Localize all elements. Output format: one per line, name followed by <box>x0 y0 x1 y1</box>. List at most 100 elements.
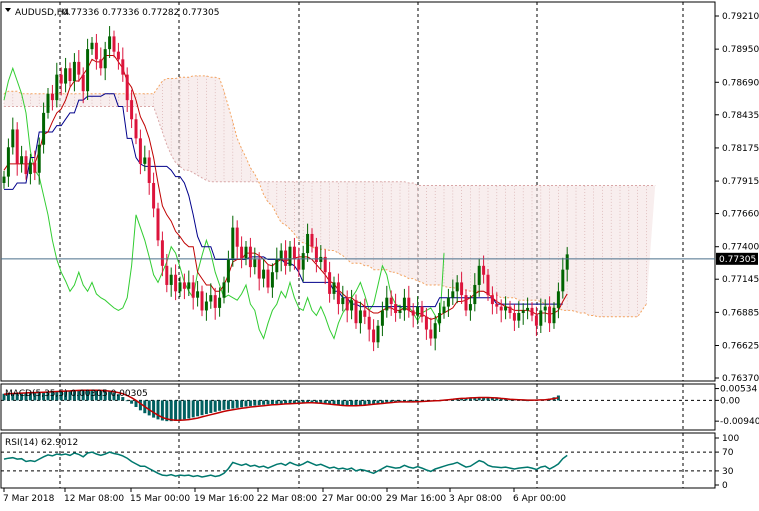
macd-bar <box>134 400 138 407</box>
rsi-line <box>3 451 568 478</box>
macd-bar <box>350 400 354 406</box>
candle-body <box>68 68 72 82</box>
macd-bar <box>416 400 420 402</box>
macd-panel-border <box>0 383 716 431</box>
macd-bar <box>248 400 252 407</box>
candle-body <box>248 246 252 268</box>
macd-bar <box>473 397 477 401</box>
candle-body <box>468 304 472 311</box>
price-panel[interactable]: AUDUSD,H4 0.77336 0.77336 0.77282 0.7730… <box>0 1 716 382</box>
macd-bar <box>213 400 217 412</box>
time-tick-label: 7 Mar 2018 <box>3 494 55 504</box>
candle-body <box>411 310 415 316</box>
rsi-panel[interactable]: RSI(14) 62.9012 <box>0 432 716 489</box>
price-tick-label: 0.78175 <box>722 144 759 154</box>
macd-bar <box>152 400 156 418</box>
macd-bar <box>222 400 226 410</box>
candle-body <box>402 297 406 311</box>
candle-body <box>130 100 134 120</box>
candle-body <box>222 282 226 298</box>
macd-bar <box>486 397 490 401</box>
candle-body <box>314 246 318 263</box>
macd-tick-label: -0.009404 <box>720 417 759 427</box>
candle-body <box>460 282 464 296</box>
macd-bar <box>165 400 169 422</box>
macd-bar <box>28 392 32 401</box>
candle-body <box>174 274 178 292</box>
macd-bar <box>468 397 472 401</box>
senkou-span-b <box>4 106 656 186</box>
candle-body <box>46 93 50 113</box>
rsi-tick-label: 0 <box>722 481 728 491</box>
macd-bar <box>288 400 292 404</box>
rsi-grid <box>1 433 715 488</box>
candle-body <box>200 291 204 311</box>
candle-body <box>565 254 569 270</box>
candle-body <box>147 157 151 183</box>
macd-bar <box>169 400 173 422</box>
price-tick-label: 0.76625 <box>722 341 759 351</box>
candle-body <box>284 250 288 266</box>
macd-bar <box>490 397 494 401</box>
candle-body <box>20 156 24 164</box>
price-tick-label: 0.79210 <box>722 12 759 22</box>
macd-panel[interactable]: MACD(5,35,5) 0.00305 0.00305 <box>0 383 716 431</box>
candle-body <box>125 74 129 101</box>
macd-bar <box>297 400 301 403</box>
price-axis: 0.79210 0.78950 0.78690 0.78435 0.78175 0.779… <box>715 12 759 384</box>
time-tick-label: 15 Mar 00:00 <box>130 494 190 504</box>
macd-bar <box>68 390 72 401</box>
price-tick-label: 0.77660 <box>722 210 759 220</box>
macd-bar <box>253 400 257 406</box>
macd-bar <box>24 392 28 401</box>
macd-bar <box>262 400 266 405</box>
macd-bar <box>156 400 160 420</box>
macd-bar <box>394 400 398 402</box>
macd-bar <box>345 400 349 406</box>
candle-body <box>407 297 411 311</box>
macd-bar <box>182 400 186 420</box>
candle-body <box>37 144 41 173</box>
macd-bar <box>380 400 384 404</box>
candle-body <box>178 282 182 292</box>
candle-body <box>15 129 19 164</box>
candle-body <box>376 325 380 343</box>
dropdown-triangle-icon[interactable] <box>5 8 11 12</box>
candle-body <box>482 265 486 275</box>
macd-bar <box>64 390 68 401</box>
macd-bar <box>99 390 103 401</box>
candle-body <box>341 297 345 305</box>
macd-bar <box>55 391 59 401</box>
macd-bar <box>46 391 50 401</box>
macd-bar <box>314 400 318 404</box>
current-price-tag-bg <box>716 252 758 265</box>
macd-bar <box>257 400 261 406</box>
candle-body <box>451 291 455 298</box>
macd-bar <box>332 400 336 405</box>
candle-body <box>112 36 116 52</box>
macd-bar <box>372 400 376 404</box>
candle-body <box>42 112 46 145</box>
candlesticks <box>2 26 569 352</box>
macd-bar <box>398 400 402 402</box>
macd-bar <box>20 392 24 401</box>
price-tick-label: 0.76370 <box>722 374 759 384</box>
candle-body <box>358 310 362 324</box>
macd-bar <box>477 397 481 401</box>
candle-body <box>288 246 292 266</box>
candle-body <box>55 74 59 101</box>
candle-body <box>350 300 354 311</box>
macd-bar <box>81 389 85 401</box>
candle-body <box>490 295 494 305</box>
candle-body <box>301 253 305 270</box>
candle-body <box>367 316 371 330</box>
candle-body <box>103 49 107 69</box>
candle-body <box>499 306 503 311</box>
macd-bar <box>178 400 182 421</box>
macd-bar <box>341 400 345 406</box>
macd-bar <box>42 391 46 401</box>
candle-body <box>77 61 81 75</box>
candle-body <box>226 259 230 283</box>
